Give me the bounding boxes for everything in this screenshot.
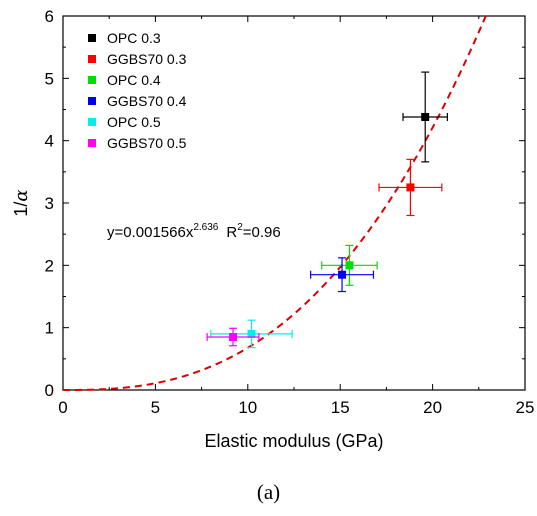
data-points (206, 71, 448, 349)
legend-label: OPC 0.3 (107, 30, 161, 46)
x-tick-label: 10 (238, 398, 257, 417)
figure-caption: (a) (256, 480, 281, 504)
point-marker (247, 329, 256, 338)
legend-label: OPC 0.5 (107, 114, 161, 130)
legend-swatch (88, 118, 96, 126)
y-tick-label: 1 (45, 319, 54, 338)
legend-swatch (88, 139, 96, 147)
fit-curve (63, 15, 487, 391)
x-tick-label: 25 (516, 398, 535, 417)
data-point (210, 319, 293, 349)
legend-item: GGBS70 0.3 (88, 51, 187, 67)
x-tick-label: 20 (423, 398, 442, 417)
legend-item: OPC 0.3 (88, 30, 161, 46)
y-tick-label: 5 (45, 69, 54, 88)
x-axis-title: Elastic modulus (GPa) (204, 431, 383, 451)
point-marker (229, 333, 238, 342)
fit-equation: y=0.001566x2.636 R2=0.96 (107, 222, 281, 241)
point-marker (421, 112, 430, 121)
legend-swatch (88, 76, 96, 84)
point-marker (338, 270, 347, 279)
x-tick-label: 0 (58, 398, 67, 417)
point-marker (406, 183, 415, 192)
legend-item: GGBS70 0.5 (88, 135, 187, 151)
legend-label: GGBS70 0.3 (107, 51, 187, 67)
legend-item: OPC 0.5 (88, 114, 161, 130)
legend-item: GGBS70 0.4 (88, 93, 187, 109)
legend-swatch (88, 97, 96, 105)
x-tick-label: 5 (151, 398, 160, 417)
legend-item: OPC 0.4 (88, 72, 161, 88)
legend-swatch (88, 34, 96, 42)
y-tick-label: 6 (45, 7, 54, 26)
x-tick-label: 15 (331, 398, 350, 417)
data-point (310, 257, 375, 293)
data-point (402, 71, 448, 163)
axes: 0 5 10 15 20 25 0 1 2 3 4 5 6 (45, 7, 535, 417)
y-tick-label: 4 (45, 132, 54, 151)
y-tick-label: 0 (45, 381, 54, 400)
y-axis-title: 1/α (11, 189, 32, 216)
data-point (321, 244, 378, 286)
legend-label: OPC 0.4 (107, 72, 161, 88)
data-point (206, 327, 260, 347)
legend-label: GGBS70 0.4 (107, 93, 187, 109)
y-tick-label: 2 (45, 256, 54, 275)
data-point (378, 158, 443, 217)
legend-label: GGBS70 0.5 (107, 135, 187, 151)
y-tick-label: 3 (45, 194, 54, 213)
point-marker (345, 261, 354, 270)
legend: OPC 0.3 GGBS70 0.3 OPC 0.4 GGBS70 0.4 OPC 0.… (88, 30, 187, 151)
legend-swatch (88, 55, 96, 63)
